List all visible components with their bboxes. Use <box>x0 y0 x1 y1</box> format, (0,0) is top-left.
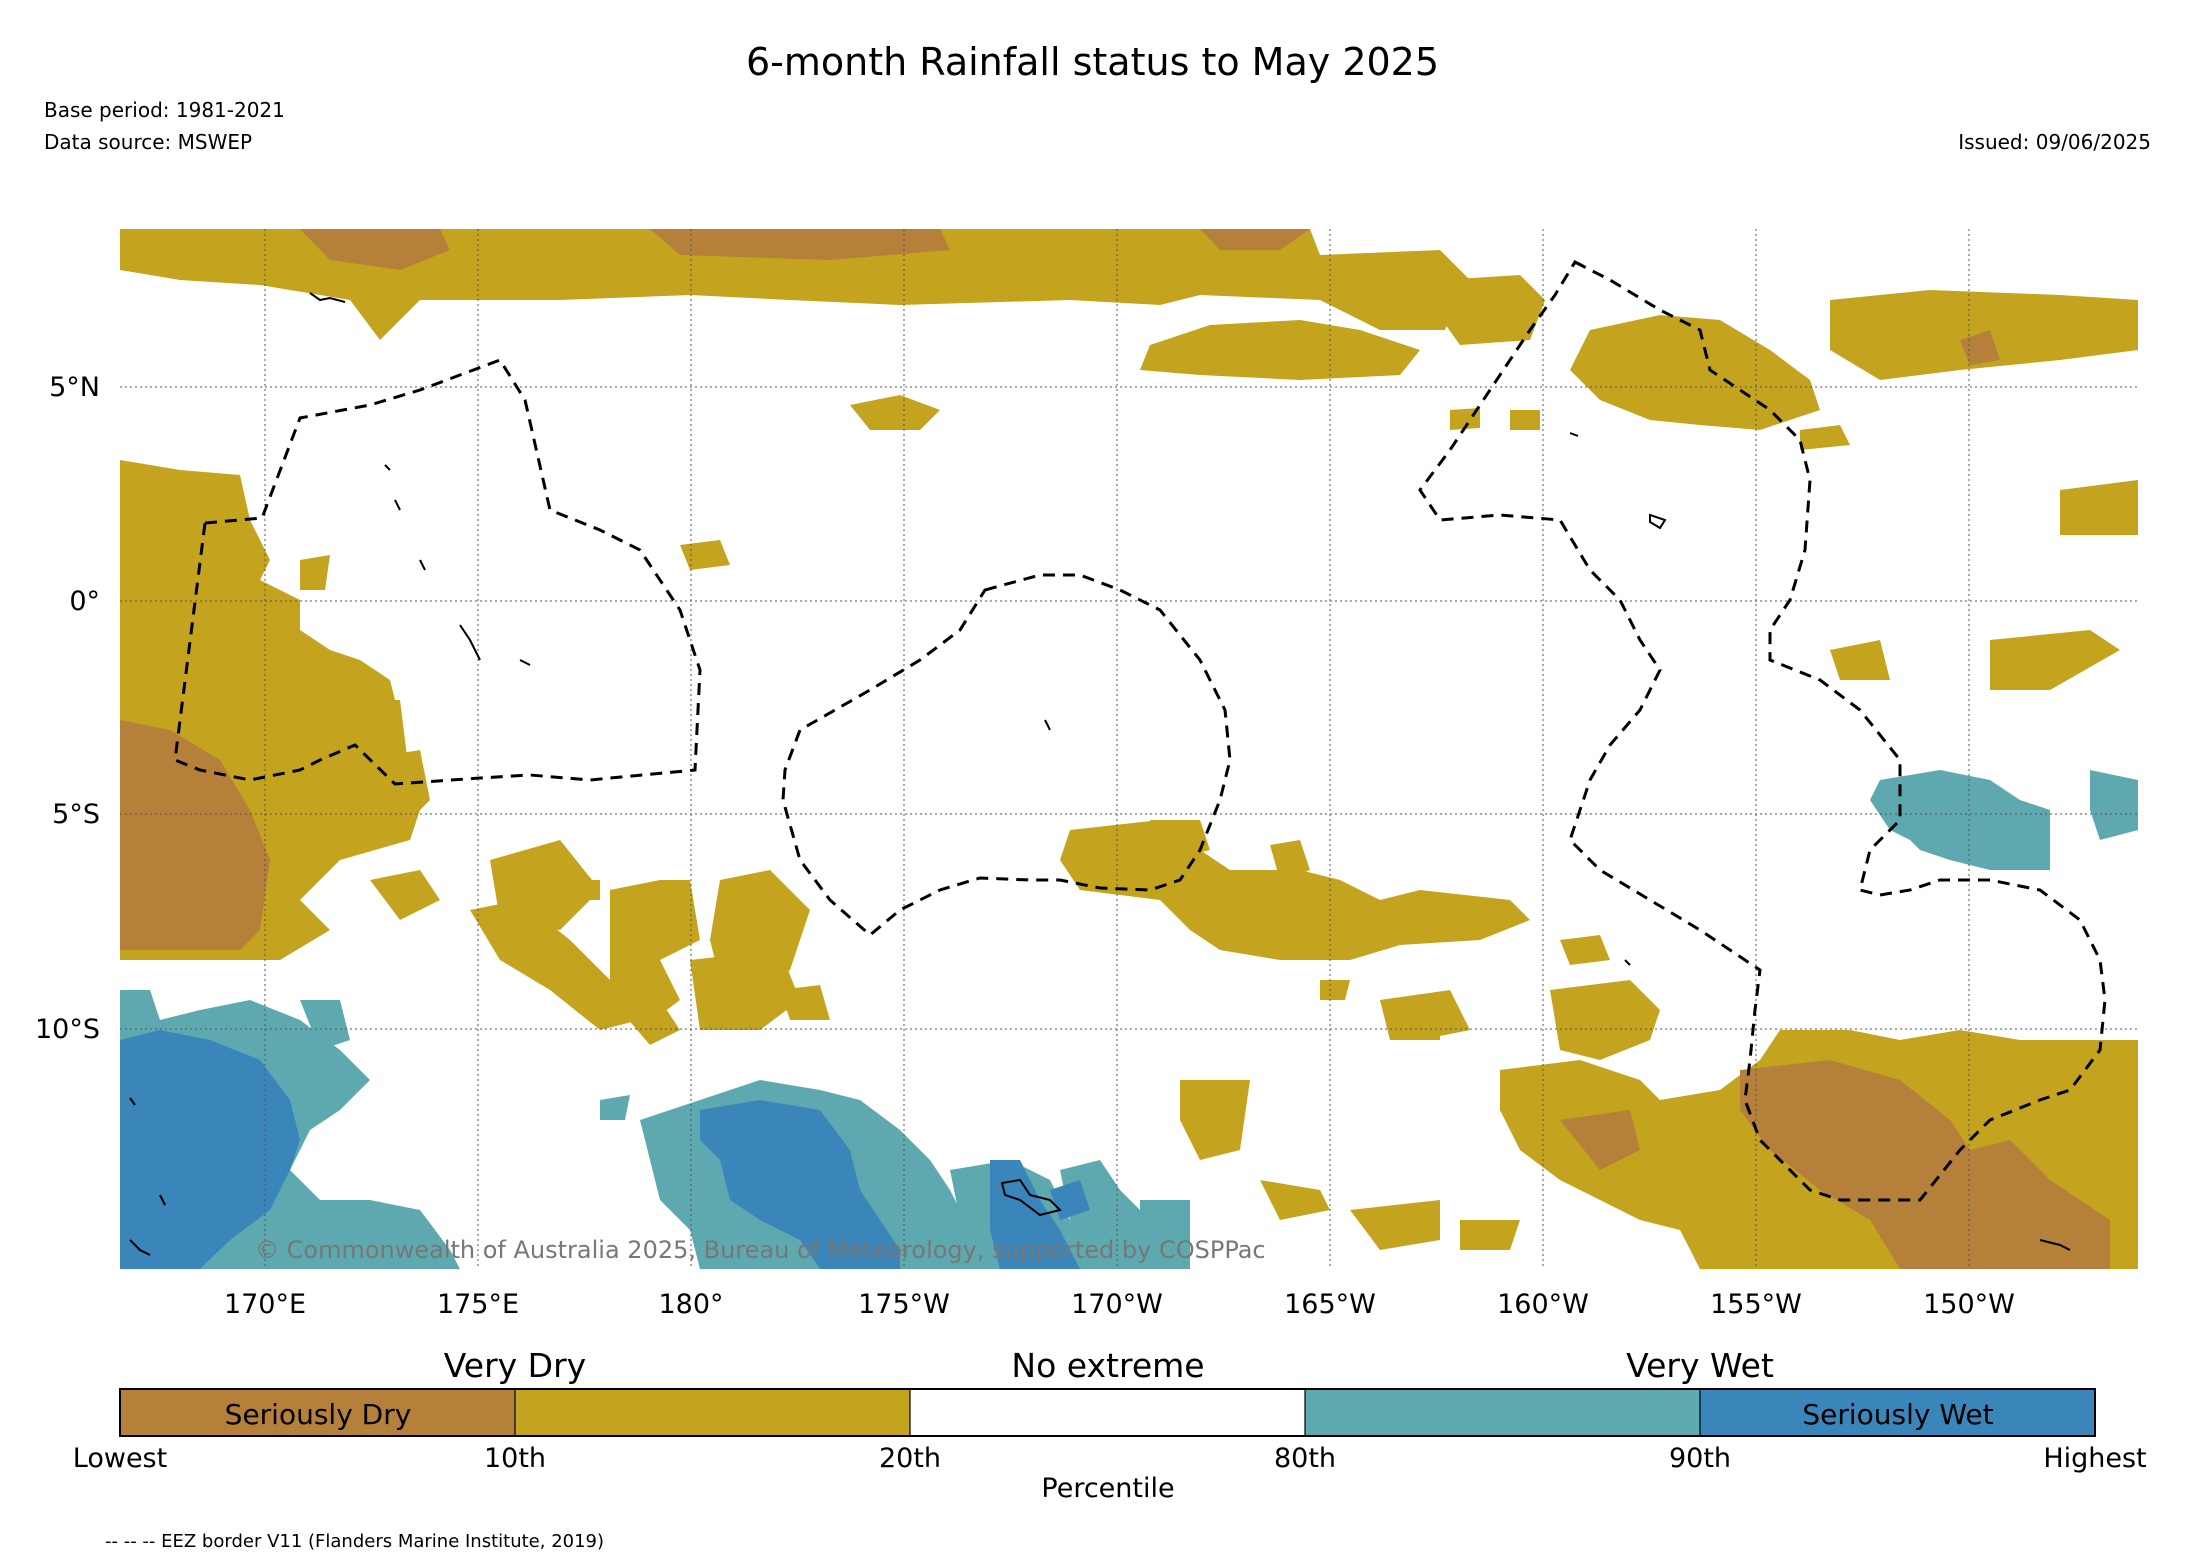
colorbar-no-extreme <box>910 1389 1305 1436</box>
tick-label: 20th <box>879 1443 941 1474</box>
longitude-labels: 170°E 175°E 180° 175°W 170°W 165°W 160°W… <box>224 1289 2015 1320</box>
copyright-notice: © Commonwealth of Australia 2025, Bureau… <box>255 1236 1266 1264</box>
footnote: -- -- -- EEZ border V11 (Flanders Marine… <box>105 1531 605 1552</box>
lon-label: 175°E <box>437 1289 519 1320</box>
lon-label: 175°W <box>858 1289 950 1320</box>
lon-label: 155°W <box>1710 1289 1802 1320</box>
no-extreme-header: No extreme <box>1011 1346 1204 1385</box>
colorbar-ticks: Lowest 10th 20th 80th 90th Highest <box>73 1443 2147 1474</box>
latitude-labels: 5°N 0° 5°S 10°S <box>35 372 100 1045</box>
lon-label: 160°W <box>1497 1289 1589 1320</box>
lat-label: 5°N <box>49 372 100 403</box>
lat-label: 10°S <box>35 1014 100 1045</box>
data-source: Data source: MSWEP <box>44 130 253 154</box>
base-period: Base period: 1981-2021 <box>44 98 285 122</box>
lon-label: 165°W <box>1284 1289 1376 1320</box>
colorbar-seriously-dry <box>120 1389 515 1436</box>
lon-label: 170°E <box>224 1289 306 1320</box>
colorbar-very-wet <box>1305 1389 1700 1436</box>
colorbar: Seriously Dry Seriously Wet <box>119 1388 2096 1437</box>
issued-date: Issued: 09/06/2025 <box>1958 130 2151 154</box>
colorbar-headers: Very Dry No extreme Very Wet <box>444 1346 1774 1385</box>
eez-borders <box>173 260 2107 1202</box>
lon-label: 180° <box>658 1289 723 1320</box>
colorbar-seriously-wet <box>1700 1389 2095 1436</box>
colorbar-border <box>119 1388 2096 1437</box>
tick-label: 80th <box>1274 1443 1336 1474</box>
page-title: 6-month Rainfall status to May 2025 <box>745 40 1440 84</box>
lat-label: 5°S <box>52 799 100 830</box>
colorbar-xlabel: Percentile <box>1041 1473 1174 1504</box>
seriously-wet-label: Seriously Wet <box>1802 1398 1993 1431</box>
tick-label: 90th <box>1669 1443 1731 1474</box>
colorbar-very-dry <box>515 1389 910 1436</box>
seriously-dry-regions <box>120 229 2110 1269</box>
lon-label: 150°W <box>1923 1289 2015 1320</box>
very-dry-header: Very Dry <box>444 1346 586 1385</box>
gridlines <box>120 229 2138 1269</box>
lon-label: 170°W <box>1071 1289 1163 1320</box>
seriously-dry-label: Seriously Dry <box>225 1398 412 1431</box>
tick-label: Highest <box>2043 1443 2146 1474</box>
very-wet-header: Very Wet <box>1626 1346 1774 1385</box>
seriously-wet-regions <box>120 1030 1090 1269</box>
land-outlines <box>129 292 2071 1256</box>
tick-label: Lowest <box>73 1443 167 1474</box>
rainfall-shading <box>120 229 2138 1269</box>
lat-label: 0° <box>69 586 100 617</box>
tick-label: 10th <box>484 1443 546 1474</box>
